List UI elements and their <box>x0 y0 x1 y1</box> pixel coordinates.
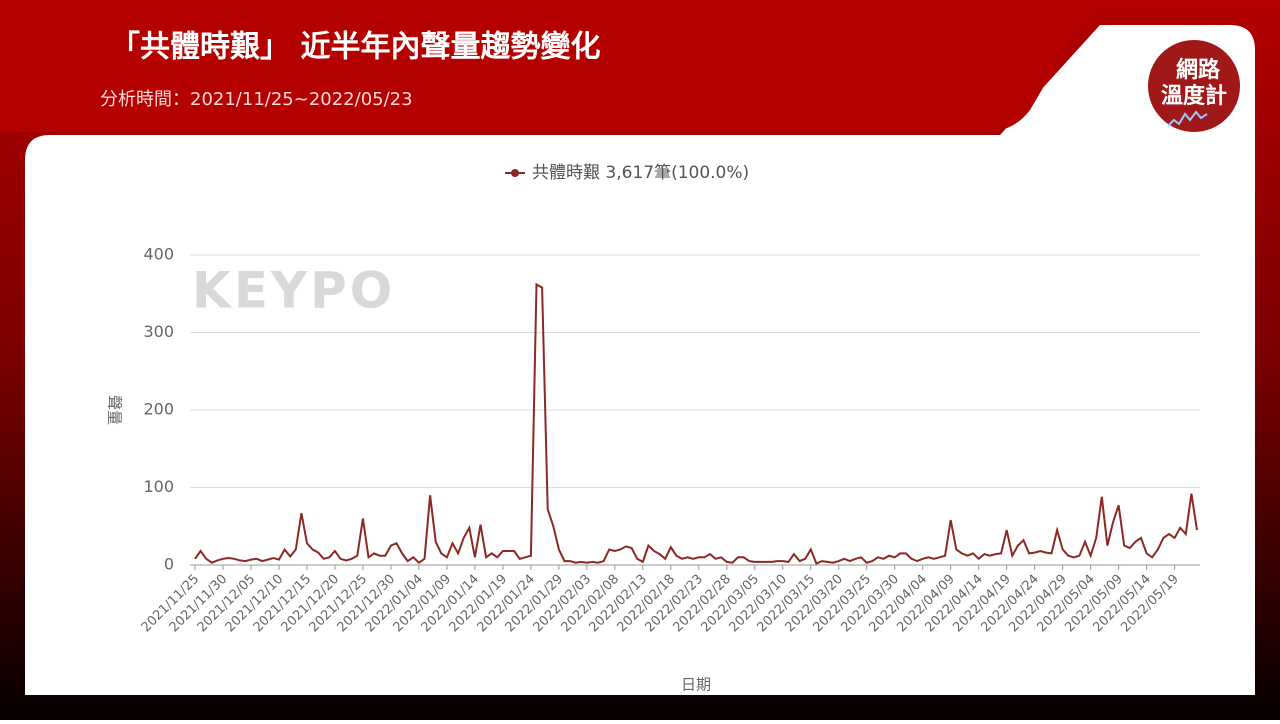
title: 「共體時艱」 近半年內聲量趨勢變化 <box>110 30 600 65</box>
legend: 共體時艱 3,617筆(100.0%) <box>505 163 749 183</box>
y-tick-label: 100 <box>143 477 174 496</box>
panel <box>25 25 1255 695</box>
y-tick-label: 400 <box>143 245 174 264</box>
watermark: KEYPO <box>192 262 395 320</box>
y-tick-label: 300 <box>143 322 174 341</box>
legend-note: 3,617筆(100.0%) <box>605 163 749 183</box>
y-tick-label: 0 <box>164 555 174 574</box>
y-axis-label: 聲量 <box>106 395 124 425</box>
legend-text: 共體時艱 3,617筆(100.0%) <box>532 163 749 183</box>
data-line <box>194 282 1198 565</box>
subtitle: 分析時間：2021/11/25~2022/05/23 <box>100 89 413 110</box>
header-band <box>0 0 1100 132</box>
legend-name: 共體時艱 <box>532 163 600 183</box>
logo-circle <box>1148 40 1240 132</box>
logo-text: 網路 <box>1176 57 1221 83</box>
legend-marker <box>511 169 519 177</box>
logo-text: 溫度計 <box>1161 83 1227 109</box>
y-tick-label: 200 <box>143 400 174 419</box>
x-axis-label: 日期 <box>681 676 711 694</box>
logo-wave <box>1167 110 1208 127</box>
